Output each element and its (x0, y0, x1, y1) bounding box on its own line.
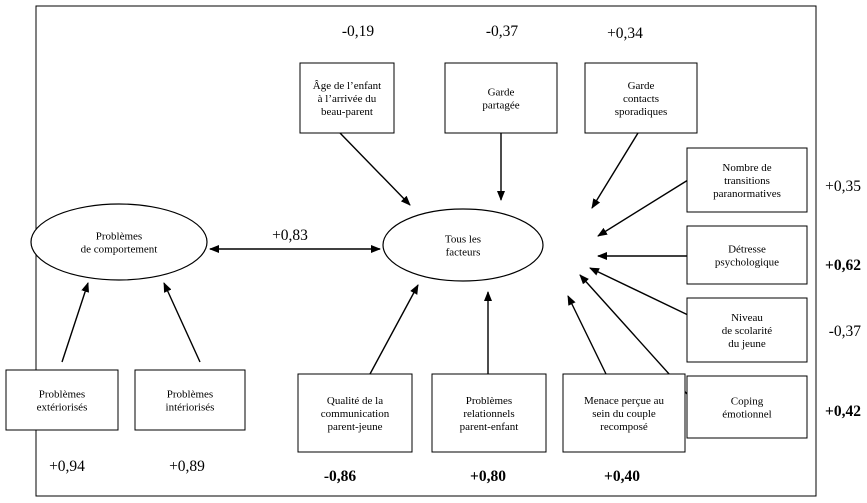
right-factor-1-box-border (686, 147, 808, 213)
top-factor-3-box-line: Garde (628, 80, 655, 92)
bottom-factor-1-box-line: parent-jeune (328, 421, 383, 433)
right-factor-4-box-line: Coping (731, 396, 764, 408)
left-factor-1-arrow (61, 282, 89, 363)
bottom-factor-3-box-line: Menace perçue au (584, 395, 665, 407)
link-coefficient: +0,83 (272, 227, 308, 244)
arrows-layer (61, 132, 689, 396)
left-factor-2-coef: +0,89 (169, 458, 205, 475)
bottom-factor-2-box-line: parent-enfant (460, 421, 519, 433)
right-factor-1-coef: +0,35 (825, 178, 861, 195)
central-node-ellipse (382, 208, 544, 282)
right-factor-3-arrow (589, 267, 689, 316)
left-factor-1-coef: +0,94 (49, 458, 85, 475)
outcome-node-ellipse (30, 203, 208, 281)
right-factor-3-coef: -0,37 (829, 323, 862, 340)
right-factor-1-arrow (597, 179, 689, 237)
bottom-factor-3-coef: +0,40 (604, 468, 640, 485)
top-factor-2-box-line: Garde (488, 87, 515, 99)
top-factor-3-box-line: contacts (623, 93, 659, 105)
top-factor-3-arrow (591, 132, 639, 209)
bottom-factor-2-box-border (431, 373, 547, 453)
top-factor-1-coef: -0,19 (342, 23, 375, 40)
top-factor-1-box-line: à l’arrivée du (318, 93, 377, 105)
bottom-factor-3-box-line: sein du couple (592, 408, 656, 420)
right-factor-1-box-line: Nombre de (722, 162, 771, 174)
top-factor-3-box-line: sporadiques (615, 106, 668, 118)
right-factor-3-box-line: du jeune (728, 338, 766, 350)
bottom-factor-1-arrow (369, 284, 419, 375)
left-factor-2-box-line: intériorisés (166, 402, 215, 414)
top-factor-1-box-border (299, 62, 395, 134)
outcome-node-label-line: Problèmes (96, 231, 142, 243)
right-factor-3-box-line: de scolarité (722, 325, 773, 337)
top-factor-1-box-line: Âge de l’enfant (313, 80, 381, 92)
central-node-label-line: facteurs (446, 247, 481, 259)
left-factor-1-box-line: extériorisés (37, 402, 88, 414)
left-factor-1-box-line: Problèmes (39, 389, 85, 401)
left-factor-2-box-border (134, 369, 246, 431)
bottom-factor-1-box-line: Qualité de la (327, 395, 383, 407)
top-factor-2-box-border (444, 62, 558, 134)
top-factor-2-box-line: partagée (482, 100, 519, 112)
left-factor-1-box-border (5, 369, 119, 431)
central-node-label-line: Tous les (445, 234, 481, 246)
bottom-factor-3-arrow (567, 295, 607, 375)
right-factor-3-box-line: Niveau (731, 312, 763, 324)
top-factor-2-coef: -0,37 (486, 23, 519, 40)
bottom-factor-3-box-border (562, 373, 686, 453)
right-factor-4-coef: +0,42 (825, 403, 861, 420)
right-factor-2-box-border (686, 225, 808, 285)
bottom-factor-1-coef: -0,86 (324, 468, 357, 485)
right-factor-1-box-line: paranormatives (713, 188, 781, 200)
right-factor-4-box-line: émotionnel (722, 409, 772, 421)
bottom-factor-1-box-border (297, 373, 413, 453)
top-factor-3-box-border (584, 62, 698, 134)
right-factor-2-box-line: Détresse (728, 244, 766, 256)
right-factor-1-box-line: transitions (724, 175, 770, 187)
right-factor-2-coef: +0,62 (825, 257, 861, 274)
bottom-factor-2-box-line: Problèmes (466, 395, 512, 407)
bottom-factor-1-box-line: communication (321, 408, 390, 420)
top-factor-3-coef: +0,34 (607, 25, 643, 42)
bottom-factor-2-coef: +0,80 (470, 468, 506, 485)
right-factor-4-box-border (686, 375, 808, 439)
right-factor-3-box-border (686, 297, 808, 363)
bottom-factor-3-box-line: recomposé (600, 421, 648, 433)
top-factor-1-box-line: beau-parent (321, 106, 373, 118)
right-factor-2-box-line: psychologique (715, 257, 779, 269)
left-factor-2-arrow (163, 282, 201, 363)
left-factor-2-box-line: Problèmes (167, 389, 213, 401)
coefficients-layer: +0,83 -0,19 -0,37 +0,34 +0,35 +0,62 -0,37 +0,42… (49, 23, 861, 485)
outcome-node-label-line: de comportement (81, 244, 158, 256)
top-factor-1-arrow (339, 132, 411, 206)
bottom-factor-2-box-line: relationnels (463, 408, 514, 420)
